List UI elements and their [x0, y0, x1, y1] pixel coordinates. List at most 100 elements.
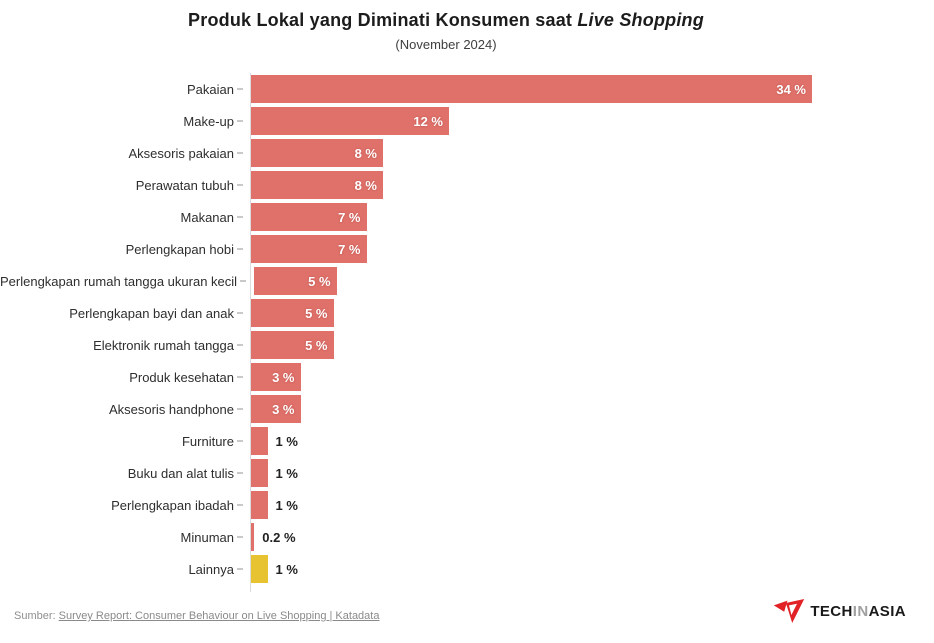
bar-area: 1 % [251, 459, 934, 487]
value-label: 1 % [275, 497, 298, 513]
value-label: 7 % [338, 241, 361, 257]
category-label: Furniture [181, 433, 234, 449]
category-label: Elektronik rumah tangga [93, 337, 234, 353]
bar [251, 491, 268, 519]
category-label: Perlengkapan bayi dan anak [69, 305, 234, 321]
value-label: 0.2 % [262, 529, 296, 545]
bar: 3 % [251, 395, 301, 423]
logo-text-tech: TECH [810, 602, 853, 620]
bar-area: 5 % [251, 331, 934, 359]
category-label: Perawatan tubuh [135, 177, 234, 193]
bar: 5 % [251, 299, 334, 327]
bar: 8 % [251, 139, 383, 167]
techinasia-mark-icon [774, 599, 805, 623]
chart-subtitle: (November 2024) [395, 37, 497, 52]
axis-tick [237, 408, 243, 410]
bar-area: 7 % [251, 235, 934, 263]
chart-row: Perlengkapan hobi 7 % [0, 233, 934, 265]
bar-chart: Pakaian 34 % Make-up 12 % Aksesoris pakaian 8… [0, 73, 934, 592]
category-label: Makanan [180, 209, 234, 225]
logo-text-asia: ASIA [868, 602, 906, 620]
bar [251, 523, 255, 551]
source-link[interactable]: Survey Report: Consumer Behaviour on Liv… [58, 610, 380, 622]
chart-row: Produk kesehatan 3 % [0, 361, 934, 393]
bar: 5 % [251, 331, 334, 359]
logo-text-in: IN [852, 602, 869, 620]
bar: 12 % [251, 107, 449, 135]
axis-tick [237, 216, 243, 218]
chart-row: Perlengkapan bayi dan anak 5 % [0, 297, 934, 329]
axis-tick [237, 376, 243, 378]
source-prefix: Sumber: [14, 610, 56, 622]
chart-row: Aksesoris pakaian 8 % [0, 137, 934, 169]
axis-tick [237, 88, 243, 90]
axis-tick [237, 312, 243, 314]
category-label: Pakaian [187, 81, 234, 97]
bar-area: 3 % [251, 363, 934, 391]
value-label: 1 % [275, 561, 298, 577]
category-label: Minuman [180, 529, 234, 545]
chart-row: Elektronik rumah tangga 5 % [0, 329, 934, 361]
bar: 3 % [251, 363, 301, 391]
axis-tick [237, 568, 243, 570]
value-label: 1 % [275, 465, 298, 481]
axis-tick [240, 280, 247, 282]
value-label: 34 % [776, 81, 806, 97]
category-label: Perlengkapan ibadah [111, 497, 234, 513]
bar: 34 % [251, 75, 812, 103]
category-label: Make-up [183, 113, 234, 129]
chart-row: Lainnya 1 % [0, 553, 934, 585]
value-label: 1 % [275, 433, 298, 449]
bar-area: 5 % [251, 299, 934, 327]
page-title: Produk Lokal yang Diminati Konsumen saat… [0, 10, 892, 31]
value-label: 5 % [305, 337, 328, 353]
bar-area: 0.2 % [251, 523, 934, 551]
value-label: 5 % [305, 305, 328, 321]
axis-tick [237, 248, 243, 250]
bar [251, 459, 268, 487]
value-label: 5 % [308, 273, 331, 289]
bar-area: 1 % [251, 555, 934, 583]
axis-tick [237, 120, 243, 122]
value-label: 7 % [338, 209, 361, 225]
bar: 8 % [251, 171, 383, 199]
bar-area: 1 % [251, 427, 934, 455]
value-label: 8 % [354, 177, 377, 193]
bar [251, 555, 268, 583]
chart-row: Makanan 7 % [0, 201, 934, 233]
axis-tick [237, 536, 243, 538]
value-label: 12 % [413, 113, 443, 129]
bar-area: 12 % [251, 107, 934, 135]
bar-area: 8 % [251, 139, 934, 167]
category-label: Aksesoris handphone [108, 401, 234, 417]
bar-area: 3 % [251, 395, 934, 423]
bar: 7 % [251, 203, 367, 231]
bar [251, 427, 268, 455]
value-label: 8 % [354, 145, 377, 161]
category-label: Perlengkapan hobi [125, 241, 234, 257]
axis-tick [237, 184, 243, 186]
category-label: Produk kesehatan [129, 369, 234, 385]
axis-tick [237, 504, 243, 506]
bar-area: 1 % [251, 491, 934, 519]
source-note: Sumber: Survey Report: Consumer Behaviou… [14, 610, 379, 622]
axis-tick [237, 472, 243, 474]
chart-row: Aksesoris handphone 3 % [0, 393, 934, 425]
bar-area: 5 % [254, 267, 934, 295]
axis-tick [237, 152, 243, 154]
chart-row: Make-up 12 % [0, 105, 934, 137]
bar: 7 % [251, 235, 367, 263]
category-label: Lainnya [188, 561, 234, 577]
chart-header: Produk Lokal yang Diminati Konsumen saat… [0, 10, 892, 52]
chart-row: Minuman 0.2 % [0, 521, 934, 553]
category-label: Aksesoris pakaian [128, 145, 235, 161]
value-label: 3 % [272, 401, 295, 417]
title-main-text: Produk Lokal yang Diminati Konsumen saat [188, 10, 578, 30]
bar: 5 % [254, 267, 337, 295]
techinasia-wordmark: TECHINASIA [810, 603, 906, 620]
title-italic-text: Live Shopping [577, 10, 704, 30]
chart-row: Buku dan alat tulis 1 % [0, 457, 934, 489]
y-axis-line [250, 73, 251, 592]
chart-row: Furniture 1 % [0, 425, 934, 457]
